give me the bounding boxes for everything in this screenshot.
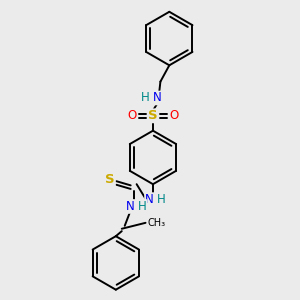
Text: H: H	[141, 92, 150, 104]
Text: S: S	[148, 109, 158, 122]
Text: H: H	[138, 200, 146, 213]
Text: H: H	[157, 193, 166, 206]
Text: O: O	[169, 109, 178, 122]
Text: N: N	[153, 92, 162, 104]
Text: N: N	[126, 200, 134, 213]
Text: S: S	[105, 173, 115, 186]
Text: O: O	[128, 109, 137, 122]
Text: N: N	[145, 193, 154, 206]
Text: CH₃: CH₃	[147, 218, 165, 228]
